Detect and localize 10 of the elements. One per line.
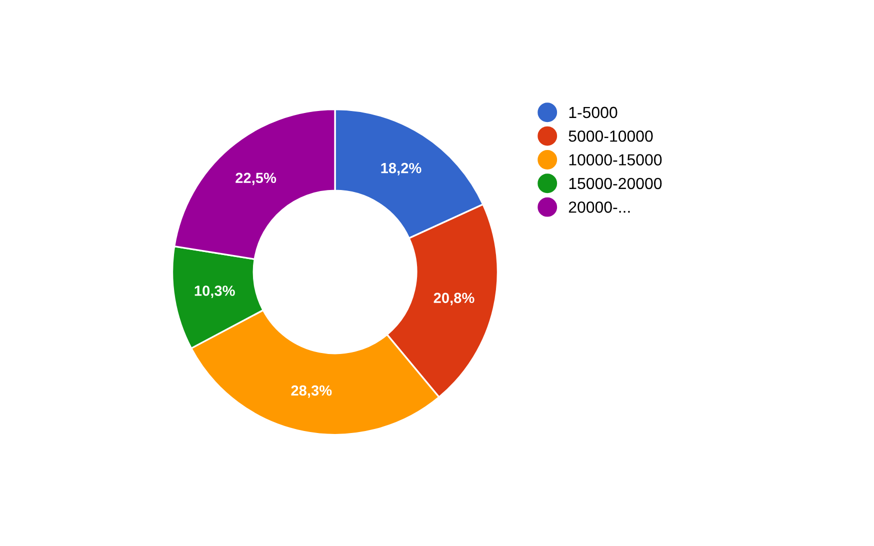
data-label: 28,3% bbox=[291, 385, 332, 398]
data-label: 10,3% bbox=[194, 286, 235, 298]
data-label: 22,5% bbox=[236, 172, 276, 186]
legend-label: 20000-... bbox=[568, 202, 630, 213]
legend-label: 15000-20000 bbox=[569, 178, 662, 190]
legend-label: 10000-15000 bbox=[569, 154, 662, 166]
data-label: 20,8% bbox=[434, 292, 474, 306]
legend-label: 5000-10000 bbox=[568, 130, 653, 142]
legend-label: 1-5000 bbox=[569, 106, 618, 118]
data-label: 18,2% bbox=[381, 162, 422, 176]
